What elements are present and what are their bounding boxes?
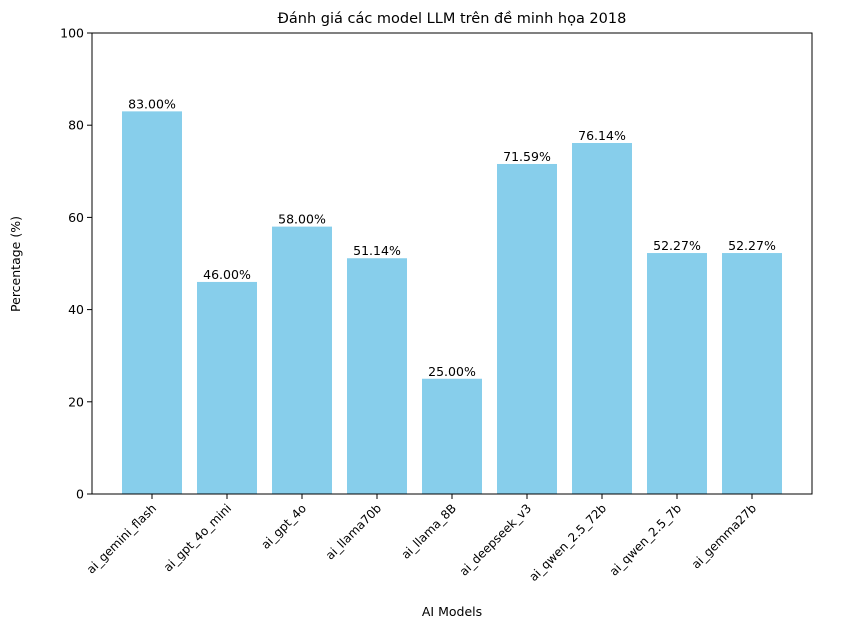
y-axis-label: Percentage (%) [8,216,23,312]
data-label-ai_llama_8B: 25.00% [428,364,476,379]
bar-ai_llama70b [347,258,407,494]
x-tick-label: ai_gpt_4o [258,501,309,552]
bar-ai_gpt_4o_mini [197,281,257,494]
y-tick-label: 0 [76,487,84,502]
bar-ai_qwen_2.5_7b [647,253,707,494]
data-label-ai_qwen_2.5_72b: 76.14% [578,128,626,143]
y-tick-label: 60 [68,210,84,225]
data-label-ai_llama70b: 51.14% [353,243,401,258]
bar-ai_gpt_4o [272,226,332,494]
bar-ai_gemma27b [722,253,782,494]
y-tick-label: 20 [68,394,84,409]
bar-ai_qwen_2.5_72b [572,142,632,494]
chart-title: Đánh giá các model LLM trên đề minh họa … [278,10,627,27]
data-label-ai_qwen_2.5_7b: 52.27% [653,238,701,253]
y-tick-label: 40 [68,302,84,317]
x-tick-label: ai_gemini_flash [84,501,159,576]
x-tick-label: ai_qwen_2.5_7b [607,501,684,578]
bar-ai_deepseek_v3 [497,163,557,494]
plot-frame [91,32,813,495]
x-tick-label: ai_deepseek_v3 [457,501,534,578]
data-label-ai_gpt_4o_mini: 46.00% [203,267,251,282]
x-tick-label: ai_qwen_2.5_72b [526,501,609,584]
x-tick-label: ai_gpt_4o_mini [161,501,234,574]
data-label-ai_gpt_4o: 58.00% [278,212,326,227]
data-label-ai_gemma27b: 52.27% [728,238,776,253]
x-axis-label: AI Models [422,604,482,619]
y-tick-label: 80 [68,118,84,133]
data-label-ai_deepseek_v3: 71.59% [503,149,551,164]
y-tick-label: 100 [60,26,84,41]
data-label-ai_gemini_flash: 83.00% [128,96,176,111]
x-tick-label: ai_llama70b [323,501,384,562]
bar-ai_gemini_flash [122,111,182,495]
x-tick-label: ai_gemma27b [689,501,759,571]
x-tick-label: ai_llama_8B [399,501,460,562]
bar-ai_llama_8B [422,378,482,494]
